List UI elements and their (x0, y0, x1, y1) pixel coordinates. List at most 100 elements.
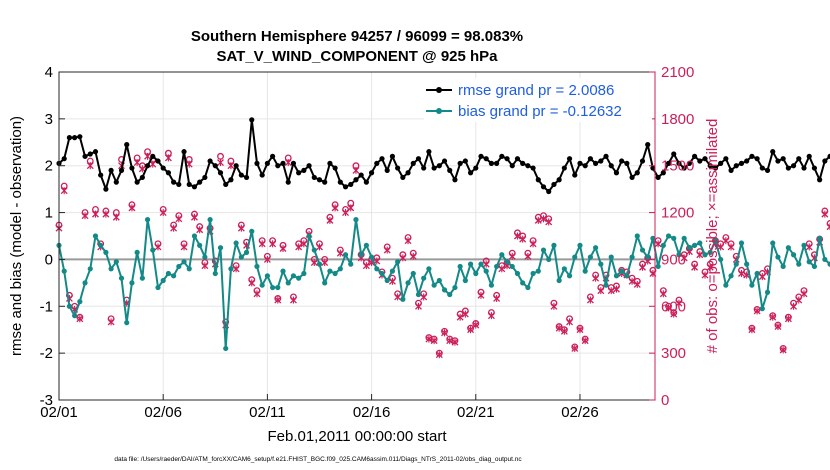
obs-assimilated-marker (258, 240, 266, 248)
rmse-point (342, 184, 349, 190)
bias-point (754, 270, 760, 277)
legend-bias-label: bias grand pr = -0.12632 (458, 103, 622, 120)
bias-point (452, 284, 458, 291)
x-tick-label: 02/26 (561, 404, 599, 421)
rmse-point (134, 179, 140, 185)
rmse-point (228, 177, 234, 183)
obs-assimilated-marker (534, 216, 542, 224)
bias-point (665, 233, 672, 239)
plot-area (59, 72, 655, 400)
rmse-point (785, 165, 791, 171)
obs-assimilated-marker (529, 240, 537, 248)
bias-point (707, 249, 713, 255)
obs-assimilated-marker (665, 304, 673, 312)
bias-point (421, 275, 427, 281)
rmse-point (655, 174, 661, 181)
obs-assimilated-marker (237, 224, 245, 232)
bias-point (66, 303, 73, 309)
rmse-point (728, 167, 734, 173)
obs-assimilated-marker (92, 210, 99, 218)
bias-point (134, 249, 140, 255)
rmse-point (374, 160, 380, 166)
obs-assimilated-marker (779, 346, 787, 354)
bias-point (363, 242, 369, 248)
bias-point (723, 282, 729, 288)
rmse-point (686, 160, 692, 166)
rmse-point (129, 165, 135, 171)
bias-point (389, 268, 396, 274)
obs-assimilated-marker (612, 285, 620, 293)
rmse-point (707, 163, 713, 169)
rmse-point (530, 165, 536, 171)
obs-assimilated-marker (164, 154, 172, 162)
obs-assimilated-marker (284, 159, 292, 167)
bias-point (217, 245, 224, 251)
bias-point (806, 259, 812, 265)
rmse-point (301, 167, 307, 173)
bias-point (603, 282, 609, 288)
obs-assimilated-marker (748, 326, 756, 334)
bias-point (598, 261, 604, 267)
bias-point (514, 270, 521, 277)
obs-assimilated-marker (555, 324, 563, 332)
bias-point (686, 245, 692, 251)
bias-point (488, 282, 495, 288)
rmse-point (556, 177, 562, 183)
rmse-point (775, 158, 781, 164)
rmse-point (207, 158, 213, 164)
x-tick-label: 02/01 (40, 404, 78, 421)
rmse-point (233, 163, 239, 169)
obs-assimilated-marker (456, 313, 464, 321)
bias-point (645, 254, 651, 260)
rmse-point (285, 179, 291, 185)
rmse-point (421, 165, 427, 171)
bias-point (259, 282, 265, 288)
rmse-point (306, 163, 312, 169)
bias-point (87, 266, 93, 272)
bias-point (171, 273, 177, 279)
bias-point (415, 291, 422, 298)
bias-point (608, 254, 614, 260)
rmse-point (718, 160, 724, 166)
bias-point (473, 270, 479, 277)
rmse-point (629, 174, 635, 181)
obs-assimilated-marker (149, 160, 157, 168)
rmse-point (712, 165, 719, 171)
y-tick-label: 3 (45, 111, 53, 128)
rmse-point (384, 167, 390, 173)
obs-assimilated-marker (76, 315, 84, 323)
rmse-point (535, 177, 541, 183)
obs-assimilated-marker (321, 259, 329, 267)
obs-assimilated-marker (60, 187, 68, 195)
rmse-point (577, 160, 583, 166)
obs-assimilated-marker (394, 293, 402, 301)
obs-assimilated-marker (727, 243, 735, 251)
rmse-point (452, 177, 458, 183)
rmse-point (770, 149, 776, 155)
rmse-point (92, 149, 99, 155)
bias-point (92, 233, 99, 239)
y-tick-label: -3 (40, 392, 53, 409)
bias-point (499, 252, 505, 258)
obs-assimilated-marker (133, 159, 141, 167)
bias-point (285, 280, 291, 286)
bias-point (139, 275, 145, 281)
rmse-point (619, 158, 625, 164)
bias-point (525, 284, 531, 291)
bias-point (582, 268, 588, 274)
obs-assimilated-marker (300, 240, 308, 248)
bias-point (712, 238, 719, 244)
obs-assimilated-marker (279, 244, 287, 252)
x-tick-label: 02/11 (249, 404, 285, 421)
y-right-tick-label: 1500 (661, 158, 694, 175)
obs-assimilated-marker (706, 263, 714, 271)
y-tick-label: 1 (45, 205, 53, 222)
obs-assimilated-marker (425, 335, 433, 343)
bias-point (296, 275, 302, 281)
bias-line (58, 218, 830, 350)
bias-point (301, 270, 307, 277)
rmse-point (296, 170, 302, 176)
bias-point (61, 268, 67, 274)
rmse-point (811, 165, 818, 171)
rmse-point (202, 174, 208, 181)
